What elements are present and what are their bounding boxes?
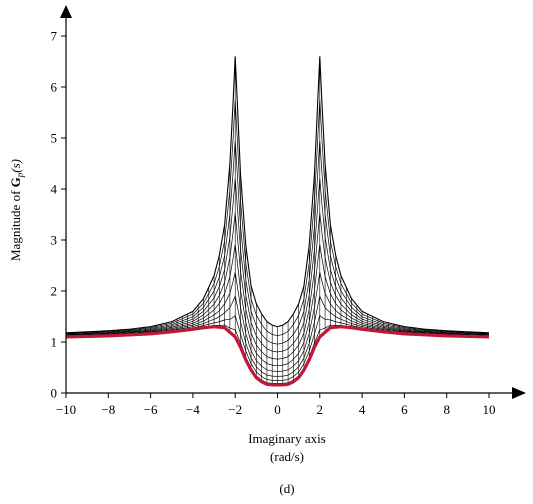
x-axis-title-line2: (rad/s) xyxy=(270,449,304,464)
x-tick-label: 8 xyxy=(443,402,450,417)
x-axis-arrow-icon xyxy=(512,387,526,399)
x-tick-label: 4 xyxy=(359,402,366,417)
x-tick-label: 10 xyxy=(483,402,496,417)
axes xyxy=(60,5,526,399)
y-tick-label: 0 xyxy=(51,386,58,401)
figure-caption: (d) xyxy=(279,481,294,496)
mesh-slice-line xyxy=(65,99,490,337)
highlighted-curve xyxy=(65,325,490,387)
x-tick-label: −6 xyxy=(144,402,158,417)
x-tick-label: −10 xyxy=(56,402,76,417)
x-tick-label: 6 xyxy=(401,402,408,417)
x-tick-label: 2 xyxy=(317,402,324,417)
y-tick-label: 3 xyxy=(51,233,58,248)
mesh-slice-line xyxy=(65,56,490,334)
x-tick-label: −4 xyxy=(186,402,200,417)
y-axis-title: Magnitude of Gp(s) xyxy=(8,159,25,261)
y-tick-label: 2 xyxy=(51,284,58,299)
y-axis-arrow-icon xyxy=(60,5,72,18)
y-tick-label: 5 xyxy=(51,131,58,146)
x-axis-title-line1: Imaginary axis xyxy=(248,431,326,446)
y-tick-label: 4 xyxy=(51,182,58,197)
y-tick-label: 6 xyxy=(51,80,58,95)
x-tick-label: −8 xyxy=(101,402,115,417)
x-tick-label: 0 xyxy=(274,402,281,417)
highlighted-curve-layer xyxy=(65,325,490,387)
tick-labels: −10 −8 −6 −4 −2 0 2 4 6 8 10 0 1 2 3 4 5 6 7 xyxy=(51,29,496,418)
mesh-layer xyxy=(65,56,490,386)
x-tick-label: −2 xyxy=(228,402,242,417)
mesh-slice-line xyxy=(65,140,490,345)
y-tick-label: 7 xyxy=(51,29,58,44)
y-tick-label: 1 xyxy=(51,335,58,350)
mesh-slice-line xyxy=(65,178,490,353)
